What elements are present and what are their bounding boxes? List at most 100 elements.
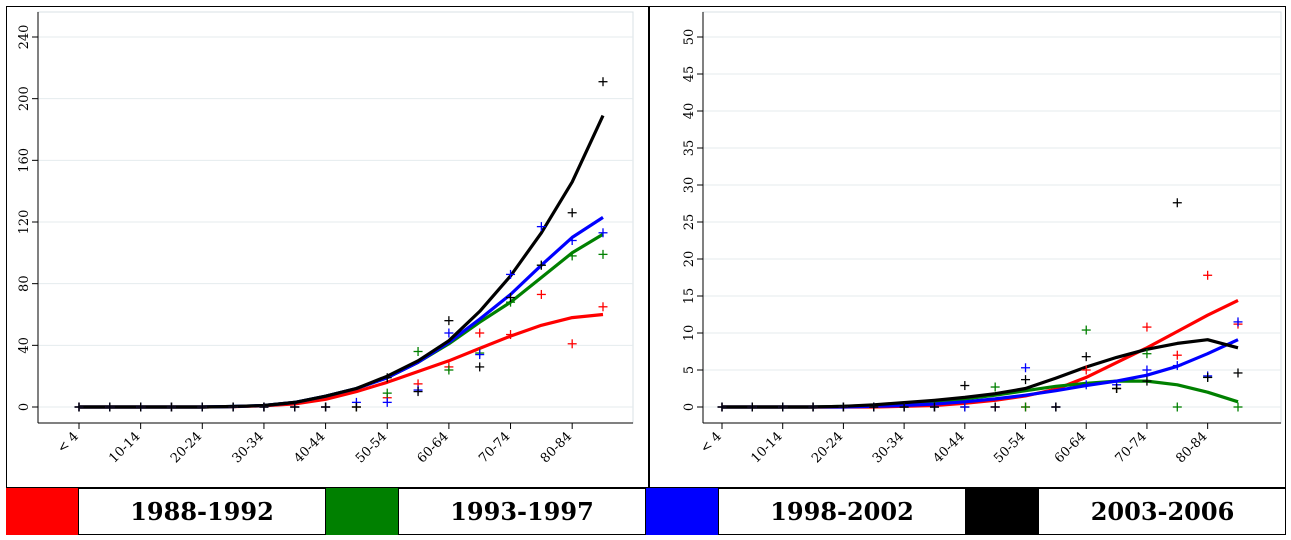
data-point-1993-1997: [567, 251, 577, 261]
y-tick-label: 80: [17, 275, 32, 292]
x-tick-label: 40-44: [931, 429, 968, 466]
legend-divider: [6, 487, 1286, 489]
legend-label-2003-2006: 2003-2006: [1090, 497, 1235, 526]
data-point-2003-2006: [351, 402, 361, 412]
y-tick-label: 25: [682, 214, 697, 231]
data-point-2003-2006-points: [838, 402, 848, 412]
legend-label-1998-2002: 1998-2002: [719, 488, 966, 535]
series-line-2003-2006: [722, 338, 1239, 409]
data-point-2003-2006: [382, 373, 392, 383]
data-point-2003-2006-points: [960, 381, 970, 391]
plot-area: [37, 11, 634, 424]
data-point-2003-2006: [197, 402, 207, 412]
data-point-1998-2002: [1142, 365, 1152, 375]
x-tick-label: 30-34: [230, 429, 267, 466]
data-point-2003-2006-points: [990, 402, 1000, 412]
data-point-2003-2006-points: [869, 402, 879, 412]
data-point-2003-2006-points: [1233, 368, 1243, 378]
data-point-1998-2002: [1081, 380, 1091, 390]
y-tick-label: 20: [682, 251, 697, 268]
data-point-2003-2006-points: [1142, 376, 1152, 386]
data-point-1998-2002: [506, 269, 516, 279]
legend: 1988-1992 1993-1997 1998-2002 2003-2006: [6, 488, 1286, 535]
chart-right: 0 5 10 15 20 25 30 35 40 45 50 < 4 10-14 20-24 30-34 40…: [682, 11, 1282, 466]
y-tick-label: 10: [682, 325, 697, 342]
data-point-1993-1997: [990, 382, 1000, 392]
data-point-1998-2002: [536, 222, 546, 232]
x-tick-label: 10-14: [748, 429, 785, 466]
data-point-1988-1992: [1203, 270, 1213, 280]
y-tick-label: 50: [682, 29, 697, 46]
data-point-2003-2006-points: [1081, 352, 1091, 362]
x-tick-label: 80-84: [538, 429, 575, 466]
y-tick-label: 30: [682, 177, 697, 194]
data-point-2003-2006: [259, 402, 269, 412]
data-point-2003-2006-points: [929, 402, 939, 412]
data-point-1988-1992: [475, 328, 485, 338]
data-point-2003-2006: [290, 402, 300, 412]
y-tick-label: 120: [17, 210, 32, 235]
data-point-1993-1997: [1172, 402, 1182, 412]
data-point-2003-2006: [74, 402, 84, 412]
x-tick-label: 50-54: [991, 429, 1028, 466]
x-tick-label: 30-34: [870, 429, 907, 466]
y-tick-label: 0: [682, 403, 697, 411]
data-point-2003-2006-points: [808, 402, 818, 412]
x-tick-label: 60-64: [415, 429, 452, 466]
data-point-2003-2006-points: [1172, 198, 1182, 208]
data-point-2003-2006-points: [1203, 372, 1213, 382]
legend-swatch-1998-2002: [646, 488, 719, 535]
chart-left: 0 40 80 120 160 200 240 < 4 10-14 20-24 30-34 40-44…: [17, 11, 634, 466]
data-point-1993-1997: [1233, 402, 1243, 412]
legend-swatch-1988-1992: [6, 488, 79, 535]
data-point-1988-1992: [567, 339, 577, 349]
data-point-2003-2006-points: [1051, 402, 1061, 412]
x-tick-label: 50-54: [353, 429, 390, 466]
legend-swatch-1993-1997: [326, 488, 399, 535]
data-point-2003-2006: [136, 402, 146, 412]
legend-label-1988-1992: 1988-1992: [79, 488, 326, 535]
x-tick-label: 20-24: [168, 429, 205, 466]
data-point-2003-2006-points: [899, 402, 909, 412]
data-point-1993-1997: [598, 249, 608, 259]
x-tick-label: 40-44: [291, 429, 328, 466]
y-tick-label: 35: [682, 140, 697, 157]
data-point-1998-2002: [1172, 361, 1182, 371]
data-point-1998-2002: [475, 350, 485, 360]
y-tick-label: 0: [17, 403, 32, 411]
x-tick-label: 70-74: [476, 429, 513, 466]
x-tick-label: 60-64: [1052, 429, 1089, 466]
data-point-1993-1997: [413, 347, 423, 356]
data-point-2003-2006: [598, 77, 608, 87]
panel-divider: [648, 6, 650, 535]
y-tick-label: 5: [682, 366, 697, 374]
data-point-1993-1997: [444, 365, 454, 375]
data-point-2003-2006: [475, 362, 485, 372]
data-point-1988-1992: [1172, 350, 1182, 360]
y-tick-label: 40: [17, 337, 32, 354]
data-point-1998-2002: [960, 402, 970, 412]
data-point-2003-2006: [228, 402, 238, 412]
data-point-1998-2002: [1021, 363, 1031, 373]
data-point-2003-2006-points: [747, 402, 757, 412]
data-point-2003-2006-points: [717, 402, 727, 412]
data-point-2003-2006: [413, 387, 423, 397]
y-tick-label: 15: [682, 288, 697, 305]
legend-swatch-2003-2006: [966, 488, 1039, 535]
x-tick-label: < 4: [698, 429, 725, 456]
y-tick-label: 240: [17, 25, 32, 50]
y-tick-label: 200: [17, 86, 32, 111]
x-tick-label: 70-74: [1113, 429, 1150, 466]
data-point-2003-2006-points: [1112, 384, 1122, 393]
data-point-1988-1992: [536, 289, 546, 299]
data-point-2003-2006: [321, 402, 331, 412]
data-point-2003-2006-points: [1021, 375, 1031, 385]
data-point-1998-2002: [382, 397, 392, 407]
data-point-1998-2002: [444, 328, 454, 338]
data-point-2003-2006: [166, 402, 176, 412]
data-point-2003-2006: [506, 293, 516, 303]
series-line-2003-2006: [79, 114, 605, 409]
data-point-2003-2006-points: [778, 402, 788, 412]
data-point-1988-1992: [506, 330, 516, 340]
legend-label-1993-1997: 1993-1997: [399, 488, 646, 535]
